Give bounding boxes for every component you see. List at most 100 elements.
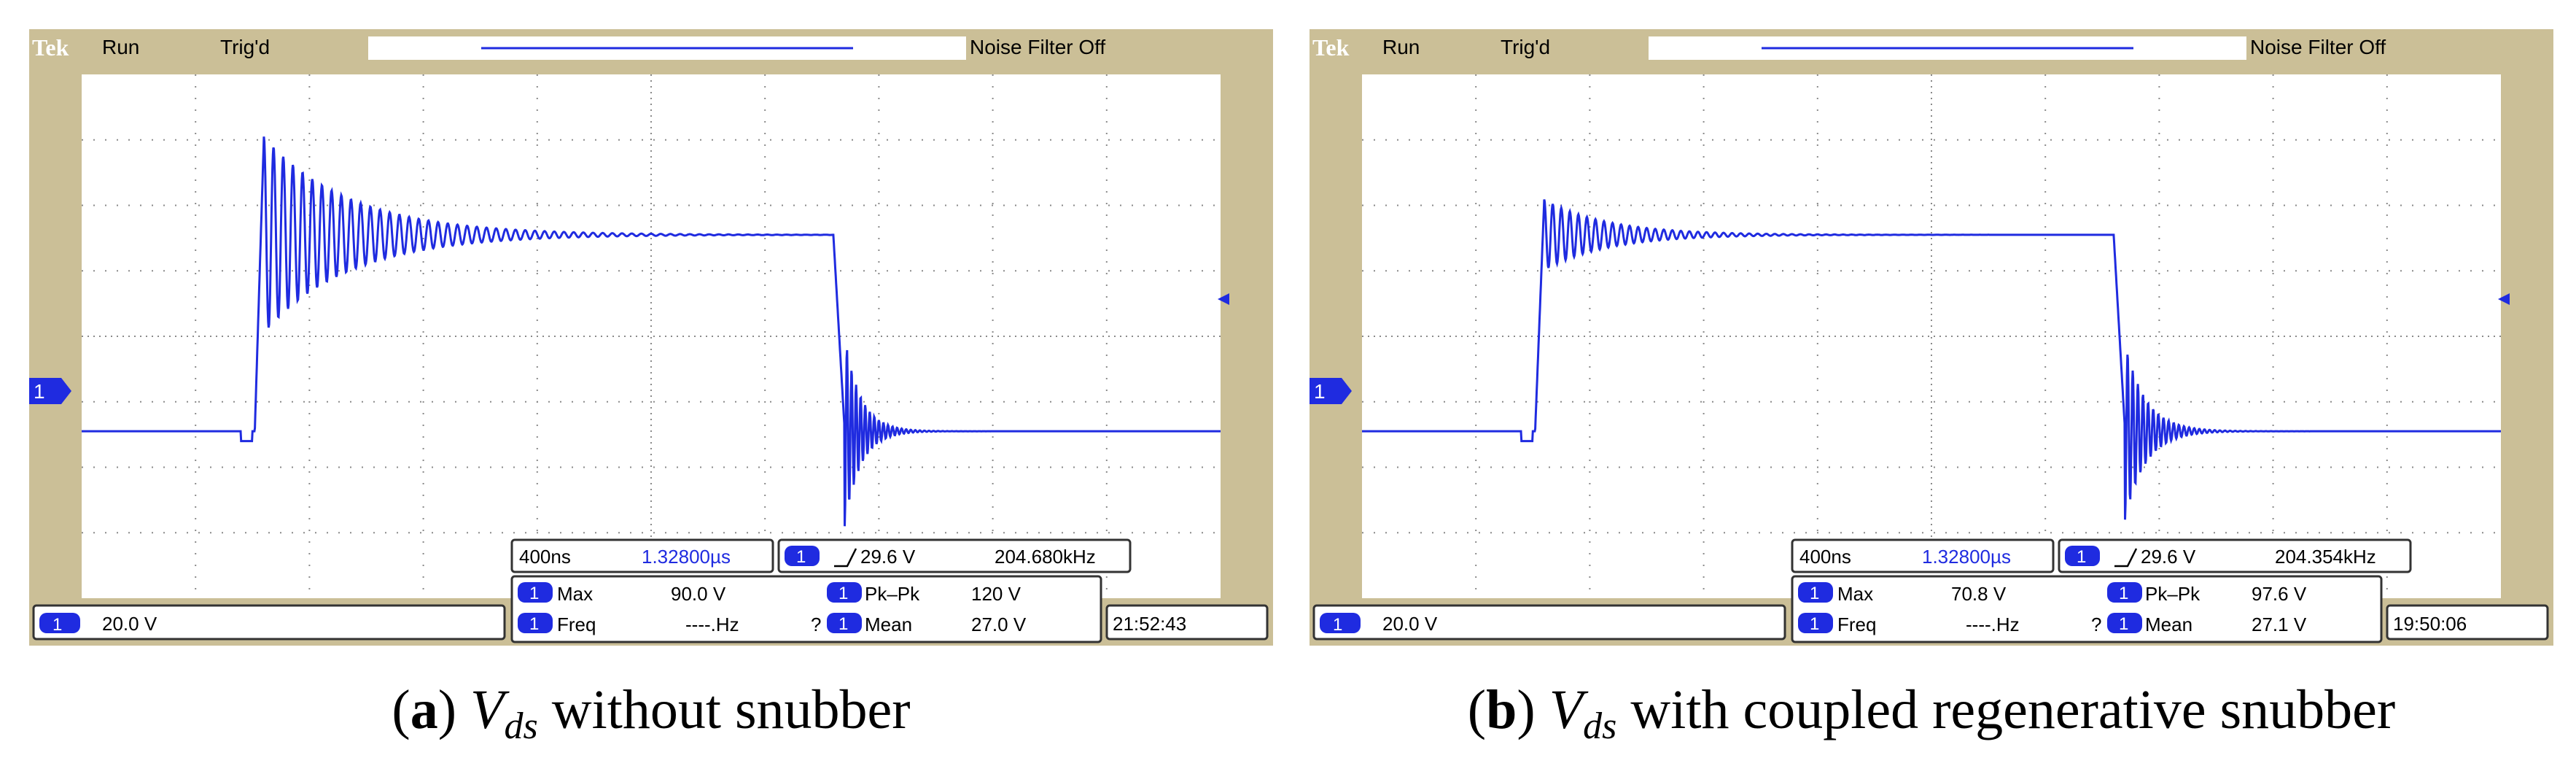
caption-subscript: ds (1583, 705, 1617, 747)
caption-a: (a) Vds without snubber (392, 679, 911, 747)
trigger-level-marker (1218, 293, 1229, 305)
trigger-position: 1.32800µs (642, 546, 731, 568)
trigger-frequency: 204.680kHz (995, 546, 1096, 568)
trigger-chip-label: 1 (796, 547, 806, 567)
meas-chip-1-label: 1 (529, 584, 539, 603)
meas-chip-2-label: 1 (529, 614, 539, 634)
meas-chip-1 (1798, 582, 1833, 603)
vds-trace (1362, 199, 2501, 520)
trigger-chip-label: 1 (2077, 547, 2086, 567)
timebase: 400ns (519, 546, 571, 568)
run-state: Run (1382, 36, 1420, 58)
oscilloscope-panel-a: Tek Run Trig'd Noise Filter Off 1 1 20.0… (29, 29, 1273, 646)
measurement-box (510, 575, 1102, 643)
channel-ground-label: 1 (34, 380, 45, 403)
clock-box (2386, 604, 2549, 641)
rising-edge-icon (834, 548, 857, 568)
meas-chip-1-label: 1 (1810, 584, 1819, 603)
caption-text: with coupled regenerative snubber (1630, 679, 2396, 740)
caption-letter: b (1486, 679, 1517, 740)
max-label: Max (1837, 583, 1873, 605)
pkpk-value: 97.6 V (2252, 583, 2307, 605)
oscilloscope-panel-b: Tek Run Trig'd Noise Filter Off 1 1 20.0… (1310, 29, 2553, 646)
timebase: 400ns (1799, 546, 1851, 568)
vds-trace (82, 136, 1221, 527)
channel-chip (39, 613, 80, 633)
meas-chip-1 (518, 582, 553, 603)
caption-text: without snubber (551, 679, 911, 740)
trigger-level: 29.6 V (860, 546, 916, 568)
freq-flag: ? (811, 614, 821, 635)
trigger-frequency: 204.354kHz (2275, 546, 2376, 568)
caption-subscript: ds (504, 705, 538, 747)
plot-area (82, 74, 1221, 598)
meas-chip-2-label: 1 (1810, 614, 1819, 634)
trigger-level: 29.6 V (2141, 546, 2196, 568)
meas-chip-2 (1798, 613, 1833, 633)
trace-layer (1362, 199, 2501, 520)
caption-letter: a (410, 679, 438, 740)
rising-edge-icon (2114, 548, 2138, 568)
measurement-box (1791, 575, 2383, 643)
meas-chip-4 (2107, 613, 2142, 633)
freq-label: Freq (1837, 614, 1876, 635)
mean-value: 27.1 V (2252, 614, 2307, 635)
trace-layer (82, 136, 1221, 527)
channel-chip-label: 1 (1333, 615, 1342, 635)
trigger-box (777, 538, 1132, 573)
channel-scale: 20.0 V (102, 613, 157, 635)
channel-scale: 20.0 V (1382, 613, 1438, 635)
max-value: 90.0 V (671, 583, 726, 605)
oscilloscope-screen: Tek Run Trig'd Noise Filter Off 1 1 20.0… (29, 29, 1273, 646)
trigger-state: Trig'd (220, 36, 270, 58)
pkpk-value: 120 V (971, 583, 1022, 605)
channel-ground-marker (29, 378, 71, 404)
mean-value: 27.0 V (971, 614, 1027, 635)
channel-scale-box (32, 604, 506, 641)
channel-chip (1320, 613, 1361, 633)
clock-box (1105, 604, 1269, 641)
channel-chip-label: 1 (52, 615, 62, 635)
noise-filter-status: Noise Filter Off (970, 36, 1105, 58)
clock: 21:52:43 (1113, 613, 1186, 635)
meas-chip-4 (827, 613, 862, 633)
meas-chip-3-label: 1 (838, 584, 848, 603)
mean-label: Mean (2145, 614, 2192, 635)
pkpk-label: Pk–Pk (2145, 583, 2201, 605)
trigger-chip (785, 546, 820, 566)
trigger-level-marker (2498, 293, 2510, 305)
clock: 19:50:06 (2393, 613, 2467, 635)
channel-scale-box (1312, 604, 1786, 641)
trigger-chip (2065, 546, 2100, 566)
channel-ground-label: 1 (1314, 380, 1326, 403)
meas-chip-3 (2107, 582, 2142, 603)
caption-b: (b) Vds with coupled regenerative snubbe… (1467, 679, 2396, 747)
brand-logo: Tek (1312, 34, 1350, 61)
mean-label: Mean (865, 614, 912, 635)
meas-chip-2 (518, 613, 553, 633)
brand-logo: Tek (32, 34, 69, 61)
freq-value: ----.Hz (685, 614, 739, 635)
meas-chip-4-label: 1 (838, 614, 848, 634)
channel-ground-marker (1310, 378, 1352, 404)
freq-label: Freq (557, 614, 596, 635)
plot-area (1362, 74, 2501, 598)
caption-symbol: V (470, 679, 505, 740)
noise-filter-status: Noise Filter Off (2250, 36, 2386, 58)
trigger-box (2058, 538, 2412, 573)
max-value: 70.8 V (1951, 583, 2007, 605)
timebase-box (1791, 538, 2055, 573)
caption-symbol: V (1549, 679, 1584, 740)
oscilloscope-screen: Tek Run Trig'd Noise Filter Off 1 1 20.0… (1310, 29, 2553, 646)
meas-chip-3-label: 1 (2119, 584, 2128, 603)
trigger-state: Trig'd (1501, 36, 1550, 58)
run-state: Run (102, 36, 139, 58)
pkpk-label: Pk–Pk (865, 583, 920, 605)
trigger-position: 1.32800µs (1922, 546, 2011, 568)
timebase-box (510, 538, 774, 573)
freq-flag: ? (2091, 614, 2101, 635)
max-label: Max (557, 583, 593, 605)
meas-chip-3 (827, 582, 862, 603)
freq-value: ----.Hz (1966, 614, 2020, 635)
meas-chip-4-label: 1 (2119, 614, 2128, 634)
